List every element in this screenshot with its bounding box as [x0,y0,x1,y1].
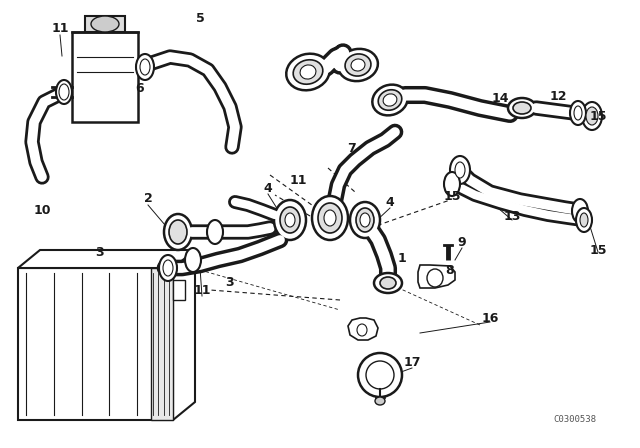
Text: 2: 2 [143,191,152,204]
Ellipse shape [455,162,465,178]
Text: 17: 17 [403,356,420,369]
Ellipse shape [293,60,323,84]
Text: 13: 13 [503,210,521,223]
Ellipse shape [318,203,342,233]
Ellipse shape [582,102,602,130]
Text: 14: 14 [492,91,509,104]
Ellipse shape [351,59,365,71]
Ellipse shape [324,210,336,226]
Ellipse shape [274,200,306,240]
Ellipse shape [450,156,470,184]
Ellipse shape [280,207,300,233]
Ellipse shape [360,213,370,227]
Text: 11: 11 [51,22,68,34]
Bar [85,16,125,32]
Text: C0300538: C0300538 [554,415,596,425]
Text: 15: 15 [589,109,607,122]
Ellipse shape [378,90,402,110]
Ellipse shape [374,273,402,293]
Ellipse shape [159,255,177,281]
Text: 11: 11 [193,284,211,297]
Ellipse shape [345,54,371,76]
Ellipse shape [513,102,531,114]
Circle shape [358,353,402,397]
Ellipse shape [338,49,378,81]
Ellipse shape [375,397,385,405]
Ellipse shape [207,220,223,244]
Text: 3: 3 [226,276,234,289]
Ellipse shape [140,59,150,75]
Ellipse shape [164,214,192,250]
Text: 15: 15 [589,244,607,257]
Polygon shape [18,250,195,268]
Bar [72,32,138,122]
Ellipse shape [574,106,582,120]
Ellipse shape [508,98,536,118]
Ellipse shape [383,94,397,106]
Text: 7: 7 [348,142,356,155]
Ellipse shape [185,248,201,272]
Text: 3: 3 [96,246,104,258]
Ellipse shape [356,208,374,232]
Text: 4: 4 [264,181,273,194]
Bar [173,280,185,300]
Text: 6: 6 [136,82,144,95]
Ellipse shape [91,16,119,32]
Text: 4: 4 [386,195,394,208]
Text: 5: 5 [196,12,204,25]
Ellipse shape [586,107,598,125]
Text: 1: 1 [397,251,406,264]
Ellipse shape [286,54,330,90]
Ellipse shape [169,220,187,244]
Ellipse shape [427,269,443,287]
Ellipse shape [572,199,588,223]
Text: 12: 12 [549,90,567,103]
Ellipse shape [56,80,72,104]
Ellipse shape [372,85,408,116]
Ellipse shape [444,172,460,196]
Ellipse shape [576,208,592,232]
Ellipse shape [570,101,586,125]
Polygon shape [173,250,195,420]
Text: 15: 15 [444,190,461,202]
Polygon shape [418,265,455,288]
Text: 9: 9 [458,236,467,249]
Ellipse shape [312,196,348,240]
Polygon shape [348,318,378,340]
Ellipse shape [580,213,588,227]
Ellipse shape [350,202,380,238]
Text: 16: 16 [481,311,499,324]
Text: 8: 8 [445,263,454,276]
Ellipse shape [136,54,154,80]
Circle shape [366,361,394,389]
Bar [151,268,173,420]
Ellipse shape [59,84,69,100]
Ellipse shape [163,260,173,276]
Ellipse shape [285,213,295,227]
Ellipse shape [357,324,367,336]
Bar [18,268,173,420]
Ellipse shape [380,277,396,289]
Text: 11: 11 [289,173,307,186]
Text: 10: 10 [33,203,51,216]
Ellipse shape [300,65,316,79]
